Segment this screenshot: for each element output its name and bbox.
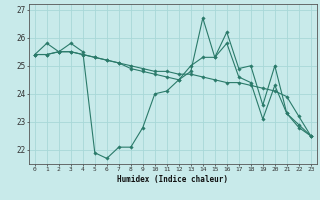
X-axis label: Humidex (Indice chaleur): Humidex (Indice chaleur)	[117, 175, 228, 184]
